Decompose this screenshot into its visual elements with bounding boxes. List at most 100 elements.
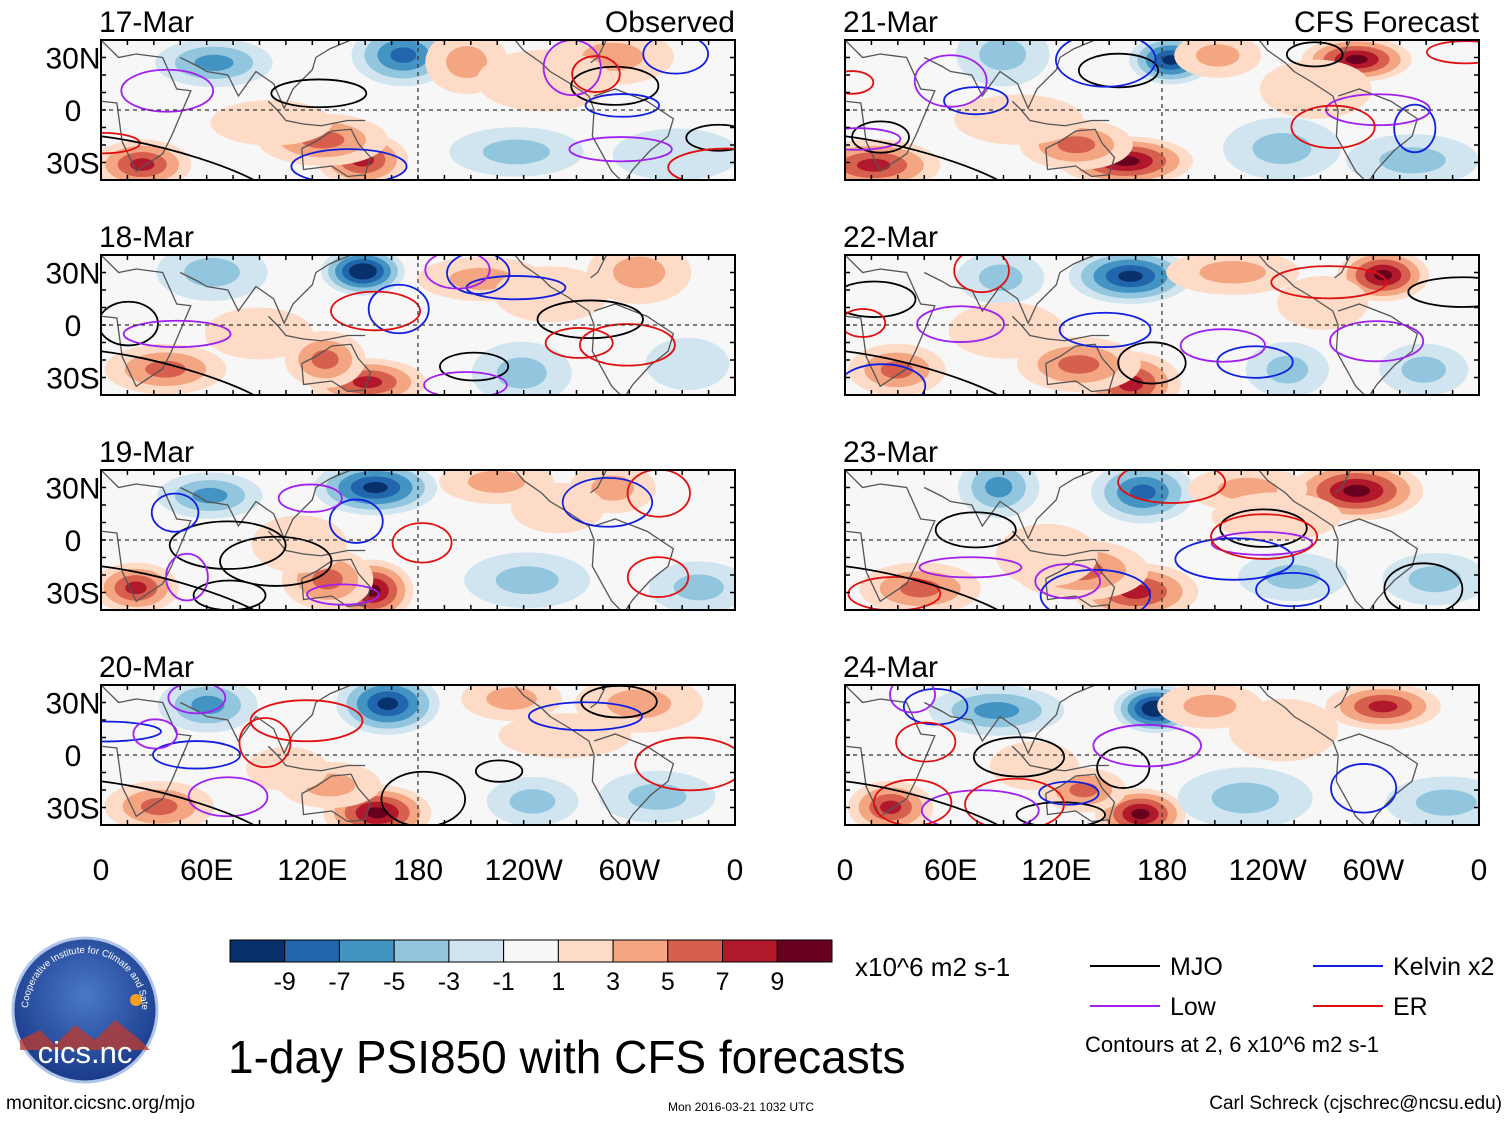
coastline: [101, 470, 192, 603]
contour-mjo: [380, 770, 467, 825]
contour-mjo: [536, 299, 644, 340]
contour-mjo: [1117, 341, 1187, 385]
contours: [101, 685, 735, 825]
logo-text: cics.nc: [38, 1035, 133, 1070]
anomaly-cell: [210, 99, 333, 146]
anomaly-cell: [140, 798, 178, 816]
anomaly-cell: [879, 800, 902, 814]
contour-kelvin-x2: [150, 492, 200, 533]
anomaly-cell: [356, 267, 370, 276]
contour-mjo: [685, 123, 735, 152]
anomaly-cell: [125, 581, 147, 595]
contour-mjo: [845, 135, 1000, 180]
panel-date-label: 19-Mar: [99, 436, 194, 469]
anomaly-cell: [1252, 133, 1312, 165]
coastline: [845, 255, 936, 388]
contour-mjo: [972, 736, 1066, 778]
contour-low: [1034, 563, 1101, 600]
contour-mjo: [1383, 562, 1464, 610]
contour-er: [330, 290, 421, 332]
colorbar-swatch: [338, 939, 395, 963]
coastlines: [845, 685, 1419, 825]
coastline: [301, 343, 372, 393]
contour-mjo: [1096, 746, 1151, 789]
contour-er: [578, 323, 676, 367]
coastline: [1258, 255, 1365, 395]
y-tick-label: 30N: [45, 43, 100, 76]
coastline: [923, 40, 1096, 110]
contour-kelvin-x2: [584, 93, 661, 118]
anomaly-cell: [1211, 782, 1279, 814]
contour-kelvin-x2: [328, 498, 384, 544]
coastline: [923, 685, 1096, 755]
coastline: [593, 733, 675, 825]
panel-21-mar: 21-Mar CFS Forecast: [843, 6, 1480, 181]
anomaly-cell: [184, 257, 240, 287]
y-tick-label: 30N: [45, 258, 100, 291]
coastline: [1337, 303, 1419, 395]
anomaly-cell: [1129, 484, 1156, 501]
anomaly-cell: [591, 475, 635, 501]
x-tick-label: 60E: [180, 854, 233, 887]
y-tick-label: 30S: [46, 363, 99, 396]
coastline: [1258, 685, 1365, 825]
contour-mjo: [1077, 52, 1160, 89]
anomaly-cell: [1057, 136, 1096, 154]
colorbar-swatch: [667, 939, 724, 963]
contour-low: [845, 127, 902, 151]
contour-mjo: [1015, 801, 1106, 825]
anomaly-cell: [979, 40, 1027, 71]
coastlines: [101, 470, 675, 610]
contour-kelvin-x2: [1174, 537, 1295, 581]
contour-mjo: [845, 565, 1000, 610]
panel-date-label: 18-Mar: [99, 221, 194, 254]
coastline: [179, 255, 352, 325]
coastline: [1337, 733, 1419, 825]
anomaly-cell: [1401, 356, 1447, 383]
anomaly-cell: [954, 94, 1083, 145]
anomaly-cell: [1211, 492, 1342, 541]
contour-mjo: [934, 511, 1017, 549]
anomaly-cell: [613, 256, 666, 289]
contour-er: [1270, 265, 1388, 300]
y-tick-label: 0: [65, 310, 82, 343]
y-tick-label: 0: [65, 740, 82, 773]
y-tick-label: 0: [65, 95, 82, 128]
coastline: [845, 40, 936, 173]
anomaly-cell: [974, 702, 1020, 719]
contour-er: [964, 777, 1065, 825]
anomaly-cell: [628, 783, 687, 810]
contour-low: [916, 305, 1005, 343]
coastline: [593, 518, 675, 610]
anomaly-cell: [251, 515, 347, 574]
anomaly-cell: [1368, 700, 1398, 713]
colorbar-swatch: [722, 939, 778, 963]
main-title: 1-day PSI850 with CFS forecasts: [228, 1031, 906, 1083]
anomaly-cell: [1228, 698, 1339, 762]
contour-low: [423, 371, 508, 395]
panel-date-label: 22-Mar: [843, 221, 938, 254]
x-tick-label: 0: [93, 854, 110, 887]
contour-er: [953, 255, 1010, 294]
contour-er: [847, 576, 942, 610]
anomaly-cell: [1069, 782, 1098, 798]
contour-mjo: [101, 300, 159, 347]
contour-low: [889, 685, 936, 714]
anomaly-cell: [498, 713, 632, 759]
contour-mjo: [101, 135, 256, 180]
contour-kelvin-x2: [367, 283, 430, 335]
coastline: [301, 128, 372, 178]
contour-mjo: [474, 759, 524, 783]
panel-24-mar: 24-Mar: [843, 651, 1480, 826]
contour-er: [1117, 470, 1227, 504]
anomaly-cell: [493, 266, 609, 323]
x-tick-label: 120E: [277, 854, 347, 887]
anomaly-cell: [948, 302, 1064, 359]
anomaly-cell: [1408, 566, 1462, 593]
contour-er: [845, 308, 887, 338]
contour-er: [238, 717, 292, 769]
contours: [845, 255, 1479, 395]
anomaly-cell: [509, 789, 556, 814]
coastline: [1258, 40, 1365, 180]
